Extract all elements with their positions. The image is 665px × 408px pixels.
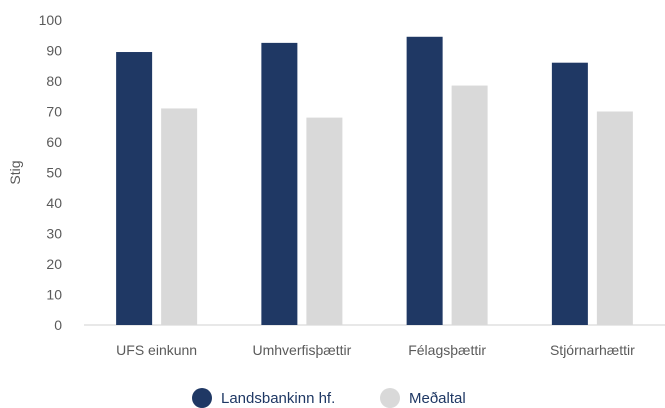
bar-landsbankinn (261, 42, 298, 325)
x-tick-label: Stjórnarhættir (550, 342, 635, 358)
bar-medaltal (596, 111, 633, 325)
x-tick-label: UFS einkunn (116, 342, 197, 358)
y-tick-label: 90 (46, 43, 62, 59)
x-axis-labels: UFS einkunn Umhverfisþættir Félagsþættir St… (116, 342, 635, 358)
legend-label: Landsbankinn hf. (221, 390, 335, 407)
bar-medaltal (306, 117, 343, 325)
y-tick-label: 70 (46, 104, 62, 120)
y-tick-label: 100 (39, 12, 63, 28)
bar-medaltal (161, 108, 198, 325)
y-tick-label: 80 (46, 73, 62, 89)
bar-landsbankinn (551, 62, 588, 325)
x-tick-label: Félagsþættir (408, 342, 486, 358)
y-axis-title: Stig (7, 160, 23, 184)
y-tick-label: 0 (54, 317, 62, 333)
bar-medaltal (451, 85, 488, 325)
legend: Landsbankinn hf. Meðaltal (192, 388, 466, 408)
legend-marker (192, 388, 212, 408)
y-tick-label: 10 (46, 287, 62, 303)
bar-landsbankinn (406, 36, 443, 326)
x-tick-label: Umhverfisþættir (252, 342, 351, 358)
y-tick-label: 20 (46, 256, 62, 272)
legend-label: Meðaltal (409, 390, 466, 407)
y-tick-label: 50 (46, 165, 62, 181)
legend-marker (380, 388, 400, 408)
y-tick-label: 60 (46, 134, 62, 150)
y-axis-ticks: 0 10 20 30 40 50 60 70 80 90 100 (39, 12, 63, 333)
bars (116, 36, 633, 326)
y-tick-label: 30 (46, 226, 62, 242)
bar-landsbankinn (116, 52, 153, 326)
y-tick-label: 40 (46, 195, 62, 211)
